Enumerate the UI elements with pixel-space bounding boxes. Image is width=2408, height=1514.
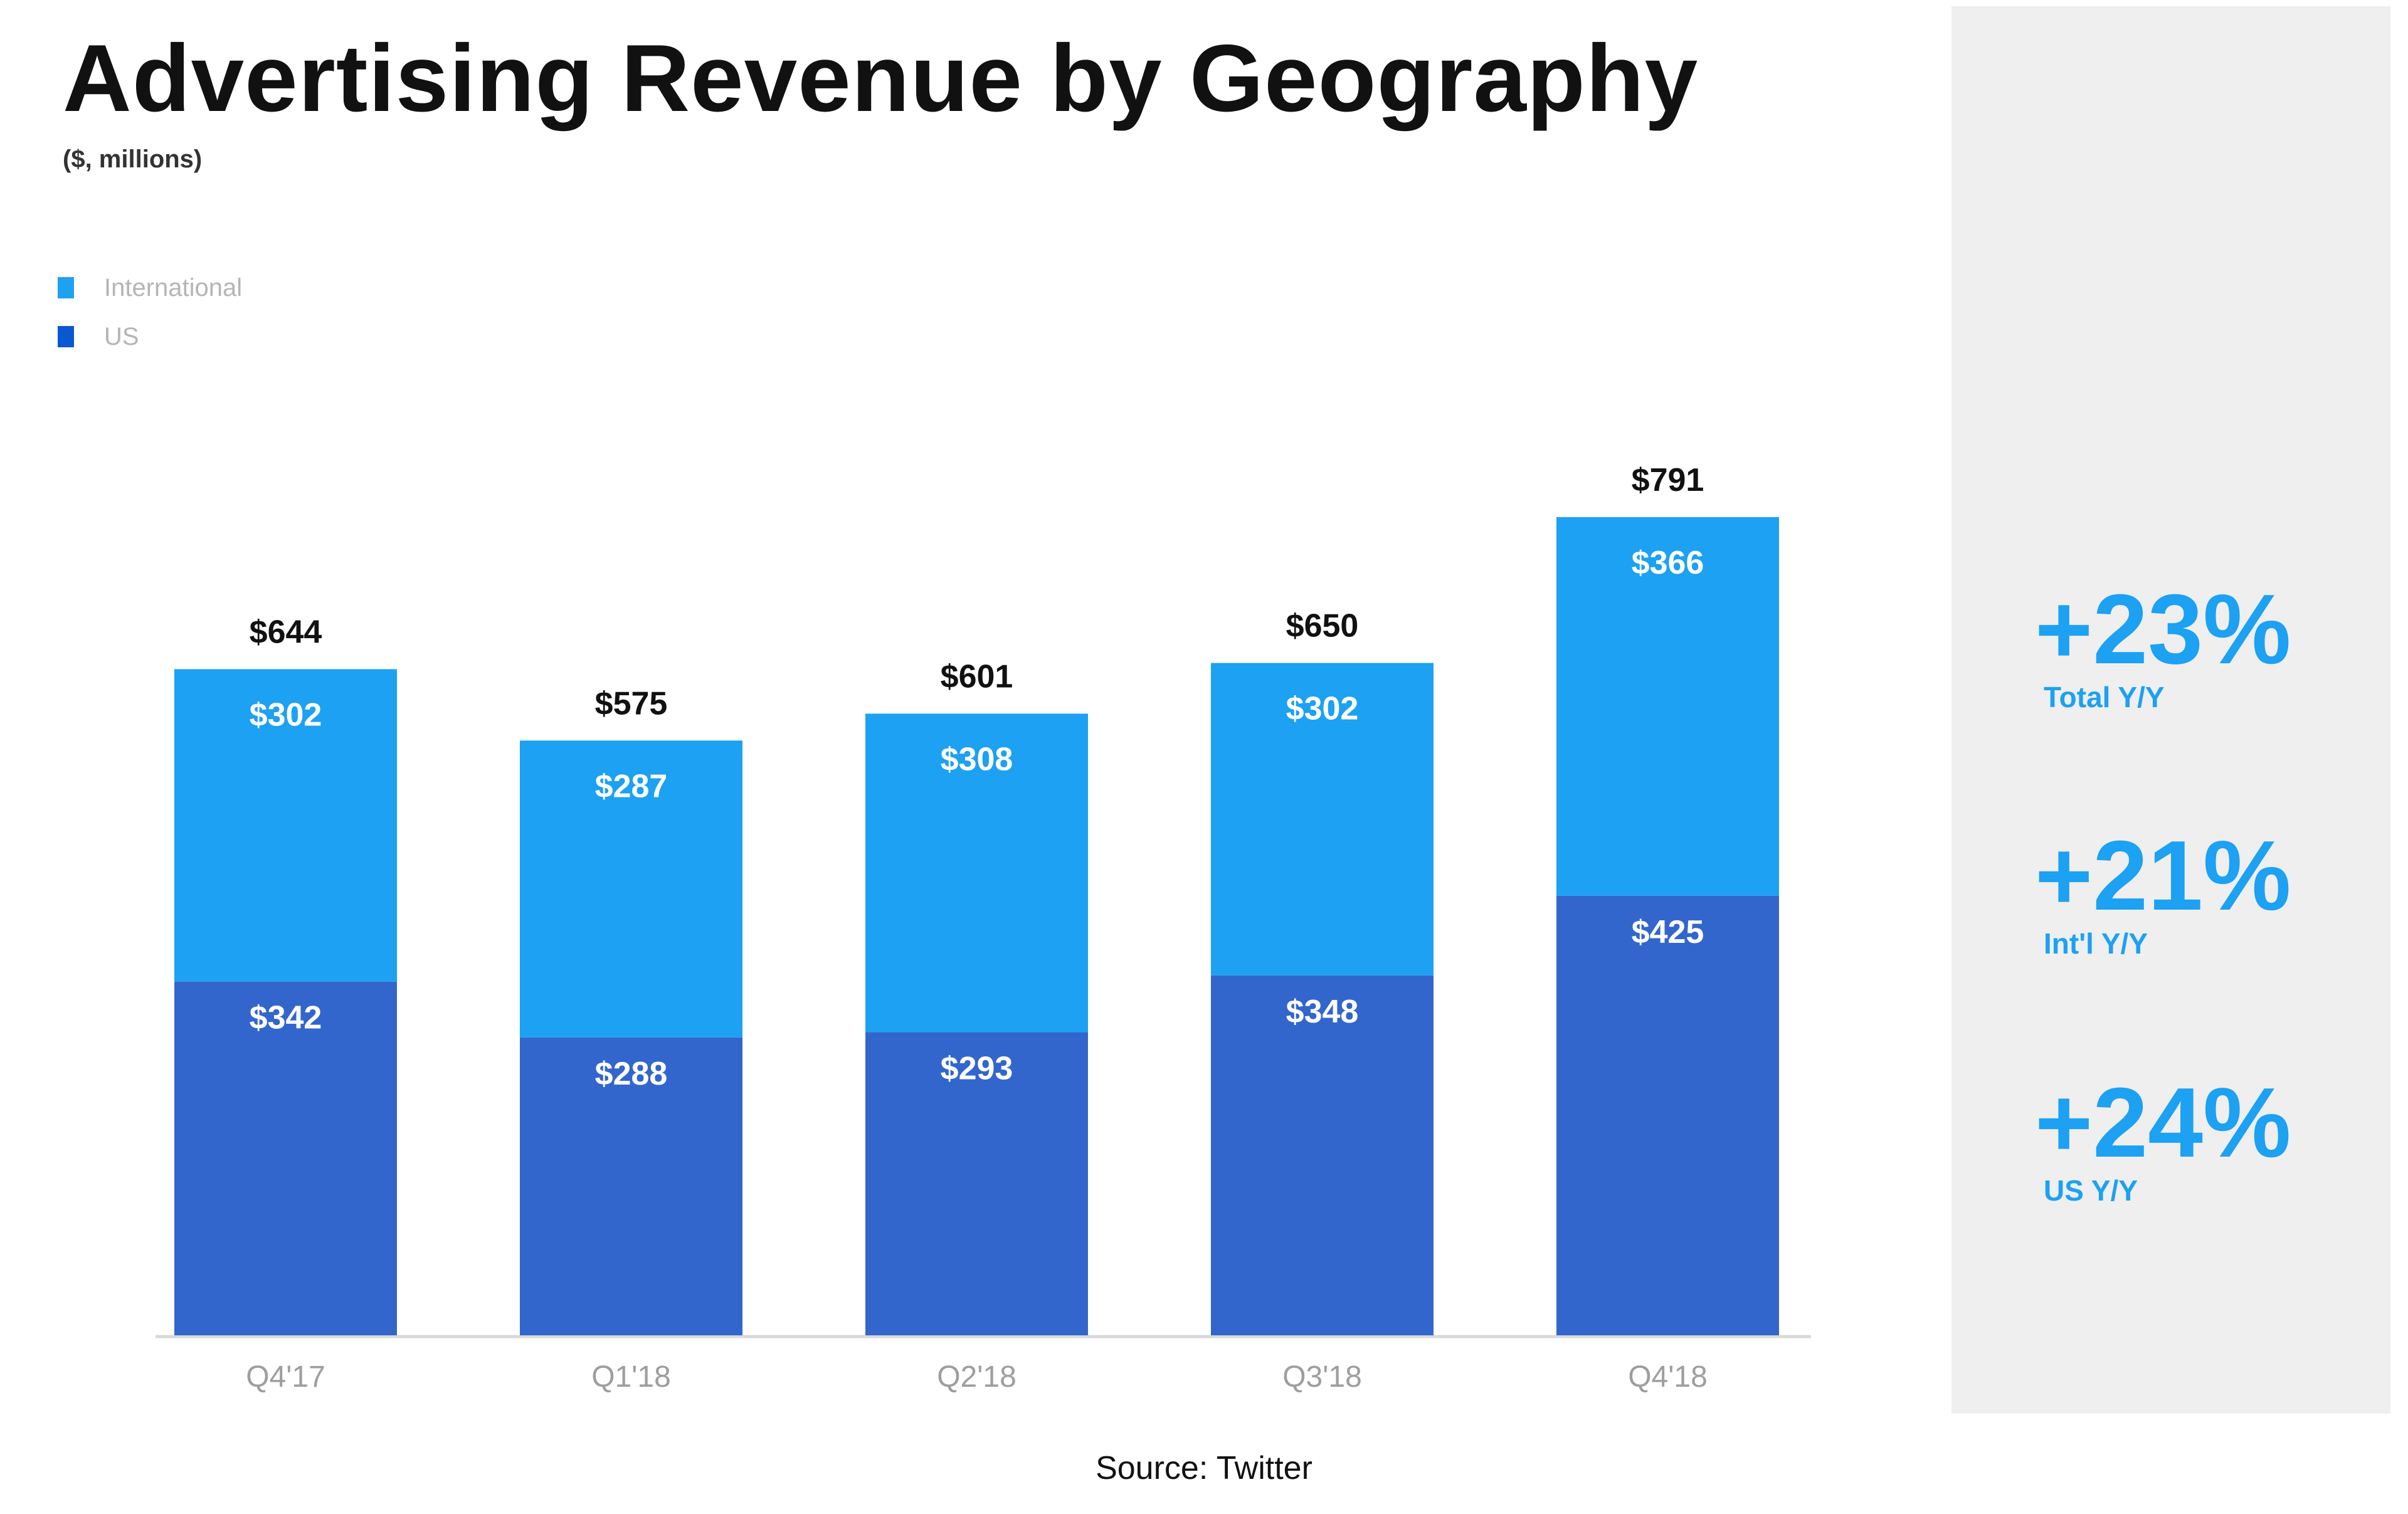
x-tick-label: Q1'18 (591, 1360, 671, 1394)
growth-summary-panel (1951, 6, 2390, 1414)
bar-international-label: $308 (941, 741, 1013, 777)
chart-title: Advertising Revenue by Geography (63, 25, 1699, 132)
bar-us (1211, 975, 1434, 1335)
legend-item-us: US (58, 312, 242, 361)
source-note: Source: Twitter (1096, 1450, 1312, 1486)
stat-total-value: +23% (2035, 574, 2291, 685)
bar-international-label: $366 (1632, 545, 1704, 581)
x-tick-label: Q3'18 (1282, 1360, 1362, 1394)
stat-intl-value: +21% (2035, 821, 2291, 931)
bar-us (1556, 895, 1779, 1335)
bar-total-label: $644 (250, 614, 322, 650)
bar-international-label: $302 (1286, 691, 1359, 727)
bar-us-label: $288 (595, 1056, 668, 1092)
stat-intl-growth: +21% Int'l Y/Y (2035, 826, 2291, 960)
bar-international (1211, 663, 1434, 975)
stat-us-growth: +24% US Y/Y (2035, 1073, 2291, 1207)
bar-international-label: $287 (595, 768, 668, 804)
bar-us-label: $348 (1286, 994, 1359, 1030)
stat-us-label: US Y/Y (2044, 1174, 2138, 1207)
bar-total-label: $650 (1286, 608, 1359, 644)
stat-total-label: Total Y/Y (2044, 681, 2165, 713)
bar-international (1556, 517, 1779, 896)
bar-international (520, 740, 742, 1038)
stat-total-growth: +23% Total Y/Y (2035, 580, 2291, 714)
bar-total-label: $575 (595, 685, 668, 722)
legend-swatch-international (58, 277, 74, 298)
bar-international-label: $302 (250, 697, 322, 733)
bar-us-label: $342 (250, 1000, 322, 1036)
bar-us (520, 1037, 742, 1335)
legend-label-international: International (104, 273, 243, 302)
legend-item-international: International (58, 263, 242, 312)
legend: International US (58, 263, 242, 361)
x-tick-label: Q4'18 (1628, 1360, 1708, 1394)
bar-us-label: $293 (941, 1051, 1013, 1087)
bar-international (174, 669, 397, 982)
chart-subtitle: ($, millions) (63, 145, 203, 173)
bar-international (865, 713, 1088, 1033)
x-tick-label: Q2'18 (937, 1360, 1017, 1394)
stat-us-value: +24% (2035, 1068, 2291, 1178)
bar-us-label: $425 (1632, 914, 1704, 950)
bar-total-label: $791 (1632, 462, 1704, 498)
stat-intl-label: Int'l Y/Y (2044, 927, 2148, 960)
legend-swatch-us (58, 326, 74, 347)
bar-total-label: $601 (941, 658, 1013, 695)
x-tick-label: Q4'17 (246, 1360, 325, 1394)
legend-label-us: US (104, 322, 139, 350)
bar-us (865, 1032, 1088, 1335)
bar-us (174, 981, 397, 1335)
